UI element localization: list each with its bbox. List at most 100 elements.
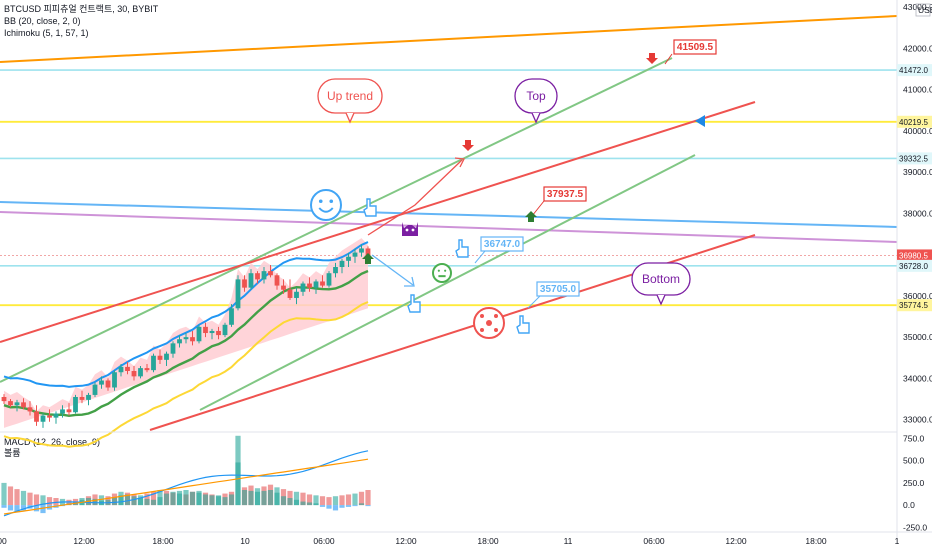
price-note-36747-box	[480, 236, 524, 252]
bb-indicator-label[interactable]: BB (20, close, 2, 0)	[4, 16, 81, 26]
candle-body	[307, 283, 312, 288]
bottom-callout-tail	[656, 294, 666, 306]
macd-histogram-bar	[339, 505, 345, 508]
macd-histogram-bar	[352, 505, 358, 507]
macd-histogram-bar	[254, 491, 261, 506]
candles	[1, 244, 371, 428]
candle-body	[1, 396, 7, 402]
macd-histogram-bar	[287, 498, 293, 506]
candle-body	[21, 402, 26, 408]
macd-histogram-bar	[189, 491, 196, 506]
price-tick-label: 42000.0	[903, 43, 932, 53]
bottom-callout: Bottom	[631, 262, 691, 306]
macd-histogram-bar	[293, 499, 300, 506]
price-tag-bg	[897, 152, 932, 165]
bottom-callout-text: Bottom	[642, 272, 680, 286]
note-37937-pointer	[531, 200, 545, 217]
candle-body	[203, 326, 208, 334]
projection-down-arrowhead	[404, 276, 415, 287]
signal-line	[3, 458, 369, 515]
time-axis: 00 12:00 18:00 10 06:00 12:00 18:00 11 06:00 12:0…	[0, 531, 932, 546]
candle-body	[333, 267, 338, 274]
projection-down-line	[371, 254, 414, 286]
devil-face-icon	[402, 222, 418, 236]
macd-histogram-bar	[7, 505, 14, 511]
candle-body	[66, 409, 72, 413]
ichimoku-indicator-label[interactable]: Ichimoku (5, 1, 57, 1)	[4, 28, 89, 38]
volume-bar	[1, 482, 7, 506]
candle-body	[196, 326, 202, 342]
macd-histogram-bar	[176, 490, 183, 506]
volume-bar	[27, 492, 33, 506]
macd-histogram-bar	[358, 503, 365, 506]
price-tick-label: 33000.0	[903, 415, 932, 425]
drawing-annotations: Up trend Top Bottom 41509.5 37937.5 36747.0 35…	[310, 39, 717, 339]
macd-histogram-bar	[92, 498, 98, 506]
macd-indicator-label[interactable]: MACD (12, 26, close, 9)	[4, 437, 101, 447]
hand-pointer-icon-shape	[455, 239, 469, 258]
price-axis: 33000.034000.035000.036000.037000.038000…	[896, 0, 932, 550]
candle-body	[138, 368, 143, 377]
note-36747-pointer	[474, 250, 486, 264]
projection-up-line	[367, 159, 463, 236]
macd-histogram-bar	[111, 497, 118, 506]
candle-body	[60, 409, 65, 414]
macd-histogram-bar	[235, 435, 241, 506]
happy-face-icon	[310, 189, 342, 221]
time-tick-label: 18:00	[152, 536, 174, 546]
candle-body	[248, 273, 254, 288]
time-tick-label: 00	[0, 536, 7, 546]
macd-histogram-bar	[40, 505, 46, 514]
candle-body	[216, 330, 221, 336]
candle-body	[183, 337, 189, 340]
volume-bar	[326, 497, 332, 506]
macd-histogram-bar	[20, 505, 27, 511]
macd-histogram-bar	[157, 497, 163, 506]
volume-bar	[306, 494, 313, 506]
price-tick-label: 35000.0	[903, 332, 932, 342]
macd-panel	[0, 431, 897, 517]
note-41509-pointer	[664, 53, 673, 65]
price-tag-bg	[897, 249, 932, 262]
green-upper-channel-line	[0, 57, 673, 383]
price-note-35705: 35705.0	[536, 281, 580, 297]
green-lower-channel-line	[199, 154, 696, 411]
candle-body	[359, 248, 364, 253]
orange-trend-line	[0, 15, 898, 63]
candle-body	[177, 339, 182, 344]
macd-histogram-bar	[313, 503, 319, 506]
candle-body	[157, 355, 163, 360]
purple-trend-line	[0, 211, 898, 243]
note-35705-pointer	[527, 295, 541, 309]
price-tag-label: 41472.0	[899, 66, 928, 75]
macd-histogram-bar	[326, 505, 332, 509]
macd-histogram-bar	[267, 490, 274, 506]
volume-bar	[358, 491, 365, 506]
price-tag-bg	[897, 64, 932, 77]
price-tick-label: 41000.0	[903, 85, 932, 95]
price-note-37937-text: 37937.5	[547, 189, 584, 200]
chart-title: BTCUSD 피피츄얼 컨트랙트, 30, BYBIT	[4, 4, 159, 14]
volume-bar	[300, 492, 306, 506]
volume-bar	[53, 498, 59, 506]
candle-body	[326, 273, 332, 286]
candle-body	[170, 343, 176, 354]
price-note-41509: 41509.5	[673, 39, 717, 55]
currency-label: USD	[918, 5, 932, 15]
candle-body	[131, 370, 137, 377]
macd-histogram-bar	[118, 495, 124, 506]
candle-body	[79, 396, 85, 400]
candle-body	[274, 275, 280, 286]
dizzy-face-dot	[494, 328, 498, 332]
down-arrow-marker	[646, 53, 658, 64]
macd-histogram-bar	[228, 494, 235, 506]
macd-tick-label: 750.0	[903, 433, 925, 443]
volume-bar	[319, 496, 326, 506]
candle-body	[14, 402, 20, 406]
candle-body	[92, 384, 98, 395]
top-callout-text: Top	[526, 89, 546, 103]
candle-body	[164, 353, 169, 360]
hand-pointer-icon	[516, 315, 530, 334]
price-tag-label: 36728.0	[899, 262, 928, 271]
